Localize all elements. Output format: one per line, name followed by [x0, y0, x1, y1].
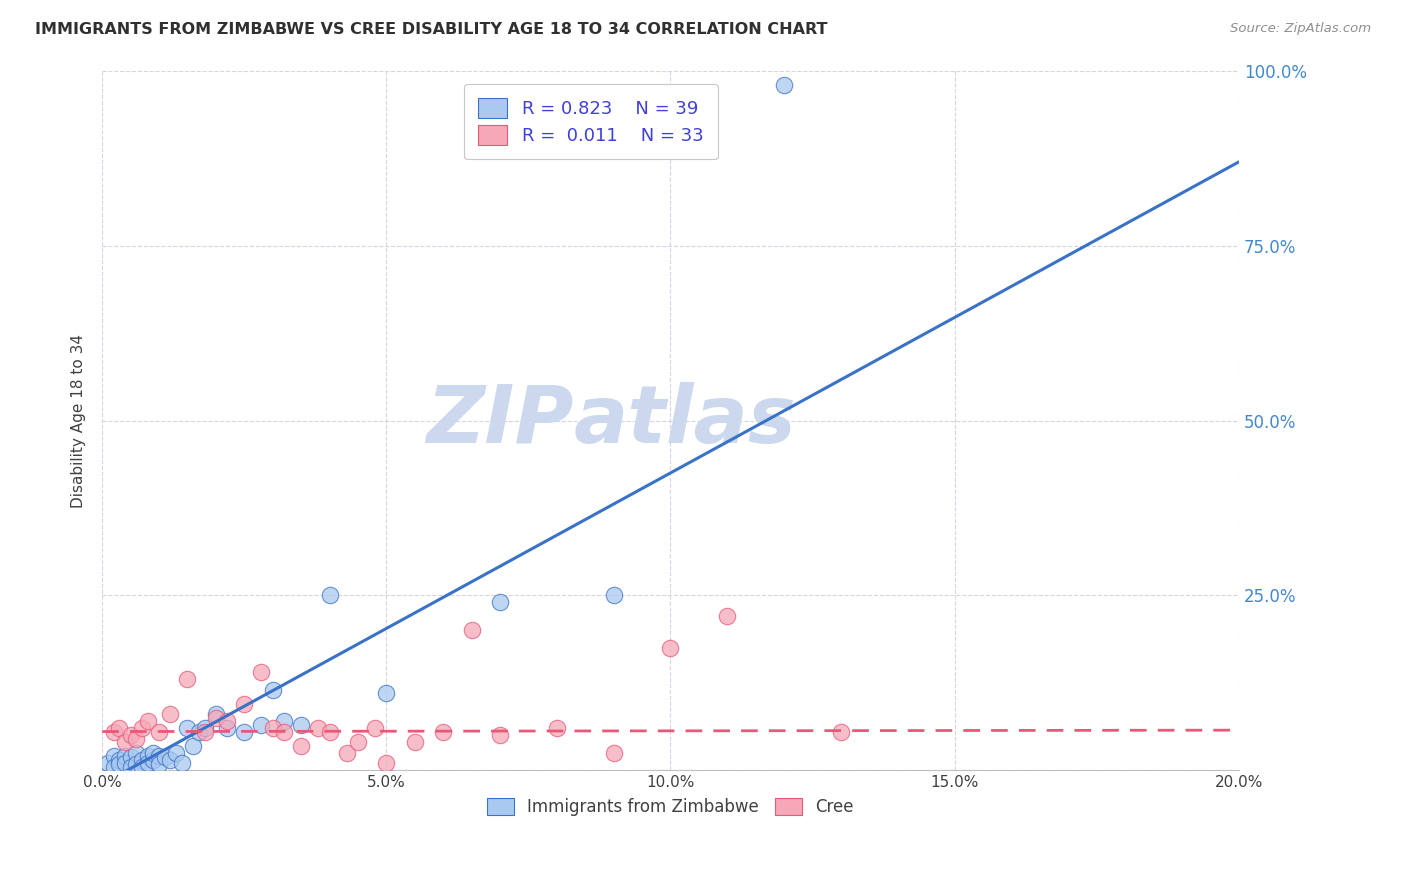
Point [108, 721, 131, 735]
Point [432, 724, 454, 739]
Text: atlas: atlas [574, 382, 797, 459]
Point [318, 724, 340, 739]
Point [460, 624, 482, 638]
Point [153, 750, 176, 764]
Point [375, 686, 398, 700]
Point [262, 721, 284, 735]
Point [136, 714, 159, 728]
Point [159, 707, 181, 722]
Point [773, 78, 796, 92]
Point [489, 728, 512, 742]
Text: ZIP: ZIP [426, 382, 574, 459]
Y-axis label: Disability Age 18 to 34: Disability Age 18 to 34 [72, 334, 86, 508]
Point [716, 609, 738, 624]
Point [103, 749, 125, 764]
Point [114, 756, 136, 770]
Point [307, 721, 329, 735]
Point [250, 665, 273, 680]
Point [136, 749, 159, 764]
Point [103, 724, 125, 739]
Point [125, 731, 148, 746]
Point [193, 721, 215, 735]
Legend: Immigrants from Zimbabwe, Cree: Immigrants from Zimbabwe, Cree [478, 789, 862, 824]
Point [262, 682, 284, 697]
Point [546, 721, 568, 735]
Point [290, 739, 312, 753]
Point [165, 746, 187, 760]
Point [142, 752, 165, 766]
Point [142, 746, 165, 760]
Point [159, 752, 181, 766]
Point [108, 757, 131, 772]
Point [830, 724, 852, 739]
Point [335, 746, 357, 760]
Point [97, 756, 120, 770]
Point [217, 714, 239, 728]
Point [273, 714, 295, 728]
Point [103, 759, 125, 773]
Point [125, 757, 148, 772]
Point [602, 746, 624, 760]
Point [148, 749, 170, 764]
Point [176, 672, 198, 686]
Point [120, 750, 142, 764]
Point [364, 721, 387, 735]
Point [131, 721, 153, 735]
Point [120, 728, 142, 742]
Point [136, 756, 159, 770]
Point [489, 595, 512, 609]
Point [318, 588, 340, 602]
Point [148, 724, 170, 739]
Point [114, 735, 136, 749]
Point [602, 588, 624, 602]
Point [375, 756, 398, 770]
Point [108, 752, 131, 766]
Text: Source: ZipAtlas.com: Source: ZipAtlas.com [1230, 22, 1371, 36]
Point [131, 759, 153, 773]
Point [233, 697, 256, 711]
Point [273, 724, 295, 739]
Point [205, 710, 228, 724]
Point [148, 757, 170, 772]
Point [187, 724, 209, 739]
Point [193, 724, 215, 739]
Point [404, 735, 426, 749]
Point [205, 707, 228, 722]
Point [233, 724, 256, 739]
Point [131, 752, 153, 766]
Point [170, 756, 193, 770]
Point [176, 721, 198, 735]
Point [217, 721, 239, 735]
Point [250, 717, 273, 731]
Text: IMMIGRANTS FROM ZIMBABWE VS CREE DISABILITY AGE 18 TO 34 CORRELATION CHART: IMMIGRANTS FROM ZIMBABWE VS CREE DISABIL… [35, 22, 828, 37]
Point [114, 749, 136, 764]
Point [290, 717, 312, 731]
Point [125, 746, 148, 760]
Point [659, 640, 682, 655]
Point [347, 735, 370, 749]
Point [181, 739, 204, 753]
Point [120, 759, 142, 773]
